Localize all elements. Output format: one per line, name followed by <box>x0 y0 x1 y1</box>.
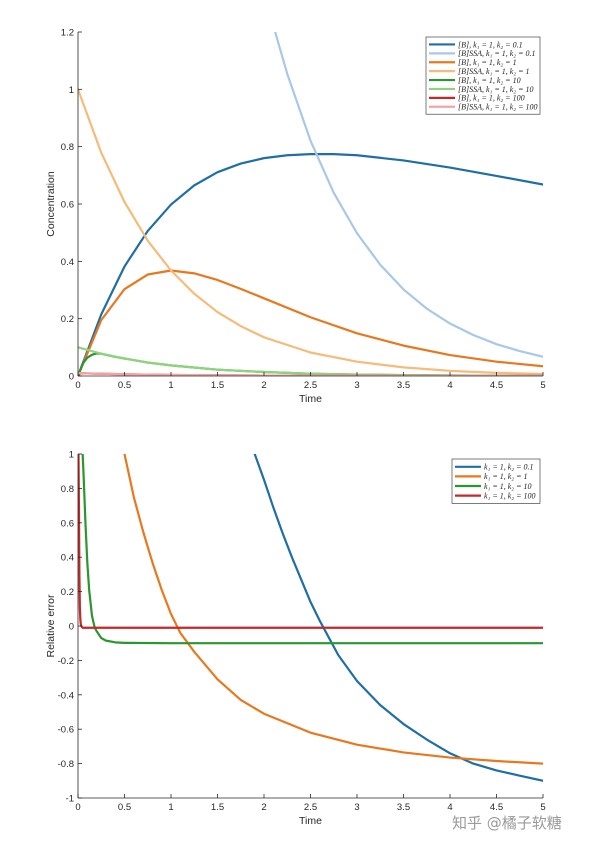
x-tick-label: 0.5 <box>118 380 131 391</box>
legend-label: k₁ = 1, k₂ = 1 <box>484 472 527 481</box>
series-line-1 <box>123 454 543 765</box>
x-tick-label: 0 <box>75 802 80 813</box>
y-tick-label: -0.8 <box>58 759 74 770</box>
x-tick-label: 5 <box>540 802 545 813</box>
x-tick-label: 0.5 <box>118 802 131 813</box>
y-tick-label: 0.6 <box>61 518 74 529</box>
legend-label: [B], k₁ = 1, k₂ = 1 <box>458 58 517 67</box>
y-tick-label: 0.4 <box>61 553 74 564</box>
y-axis-label: Concentration <box>45 171 57 237</box>
y-tick-label: 1 <box>69 450 74 461</box>
y-tick-label: -0.2 <box>58 656 74 667</box>
legend-label: k₁ = 1, k₂ = 0.1 <box>484 463 533 472</box>
watermark: 知乎 @橘子软糖 <box>452 814 562 832</box>
y-tick-label: 1.2 <box>61 28 74 39</box>
y-tick-label: -0.4 <box>58 690 74 701</box>
x-tick-label: 4.5 <box>490 380 503 391</box>
legend-label: [B], k₁ = 1, k₂ = 0.1 <box>458 40 523 49</box>
x-tick-label: 1 <box>168 802 173 813</box>
y-tick-label: 0.4 <box>61 257 74 268</box>
series-line-3 <box>78 454 543 629</box>
x-tick-label: 3 <box>354 380 359 391</box>
y-tick-label: 0 <box>69 622 74 633</box>
y-tick-label: 0 <box>69 372 74 383</box>
y-tick-label: 0.2 <box>61 314 74 325</box>
legend-label: [B]SSA, k₁ = 1, k₂ = 10 <box>458 85 533 94</box>
legend-label: [B], k₁ = 1, k₂ = 10 <box>458 76 521 85</box>
x-tick-label: 4.5 <box>490 802 503 813</box>
y-axis-label: Relative error <box>45 594 57 658</box>
x-tick-label: 3.5 <box>397 802 410 813</box>
legend-label: [B]SSA, k₁ = 1, k₂ = 100 <box>458 103 537 112</box>
x-axis-label: Time <box>299 815 322 827</box>
x-tick-label: 2 <box>261 380 266 391</box>
legend-box <box>425 36 541 115</box>
x-tick-label: 2 <box>261 802 266 813</box>
y-tick-label: 0.8 <box>61 142 74 153</box>
x-tick-label: 1.5 <box>211 802 224 813</box>
series-line-3 <box>78 88 543 376</box>
x-tick-label: 3.5 <box>397 380 410 391</box>
x-tick-label: 3 <box>354 802 359 813</box>
legend-label: k₁ = 1, k₂ = 10 <box>484 482 531 491</box>
x-axis-label: Time <box>299 393 322 405</box>
x-tick-label: 0 <box>75 380 80 391</box>
x-tick-label: 4 <box>447 380 452 391</box>
y-tick-label: 0.8 <box>61 484 74 495</box>
x-tick-label: 1.5 <box>211 380 224 391</box>
series-line-1 <box>274 32 543 358</box>
relative-error-chart: 0 0.5 1 1.5 2 2.5 3 3.5 4 4.5 5 -1 -0.8 -0.6 -0.4 -0.2 0… <box>45 450 546 828</box>
x-tick-label: 4 <box>447 802 452 813</box>
y-tick-label: -1 <box>66 794 74 805</box>
x-tick-label: 2.5 <box>304 380 317 391</box>
series-line-2 <box>78 269 543 376</box>
series-line-0 <box>253 454 543 782</box>
legend-label: [B]SSA, k₁ = 1, k₂ = 1 <box>458 67 529 76</box>
series-line-0 <box>78 153 543 376</box>
concentration-chart: 0 0.5 1 1.5 2 2.5 3 3.5 4 4.5 5 0 0.2 0.4 0.6 0.8 1 1.2 Ti… <box>45 28 546 406</box>
y-tick-label: -0.6 <box>58 725 74 736</box>
x-tick-label: 1 <box>168 380 173 391</box>
x-tick-label: 2.5 <box>304 802 317 813</box>
x-tick-label: 5 <box>540 380 545 391</box>
legend-label: [B], k₁ = 1, k₂ = 100 <box>458 94 525 103</box>
y-tick-label: 0.2 <box>61 587 74 598</box>
series-line-2 <box>81 454 543 645</box>
legend-label: [B]SSA, k₁ = 1, k₂ = 0.1 <box>458 49 535 58</box>
y-tick-label: 1 <box>69 85 74 96</box>
legend-label: k₁ = 1, k₂ = 100 <box>484 491 535 500</box>
y-tick-label: 0.6 <box>61 200 74 211</box>
